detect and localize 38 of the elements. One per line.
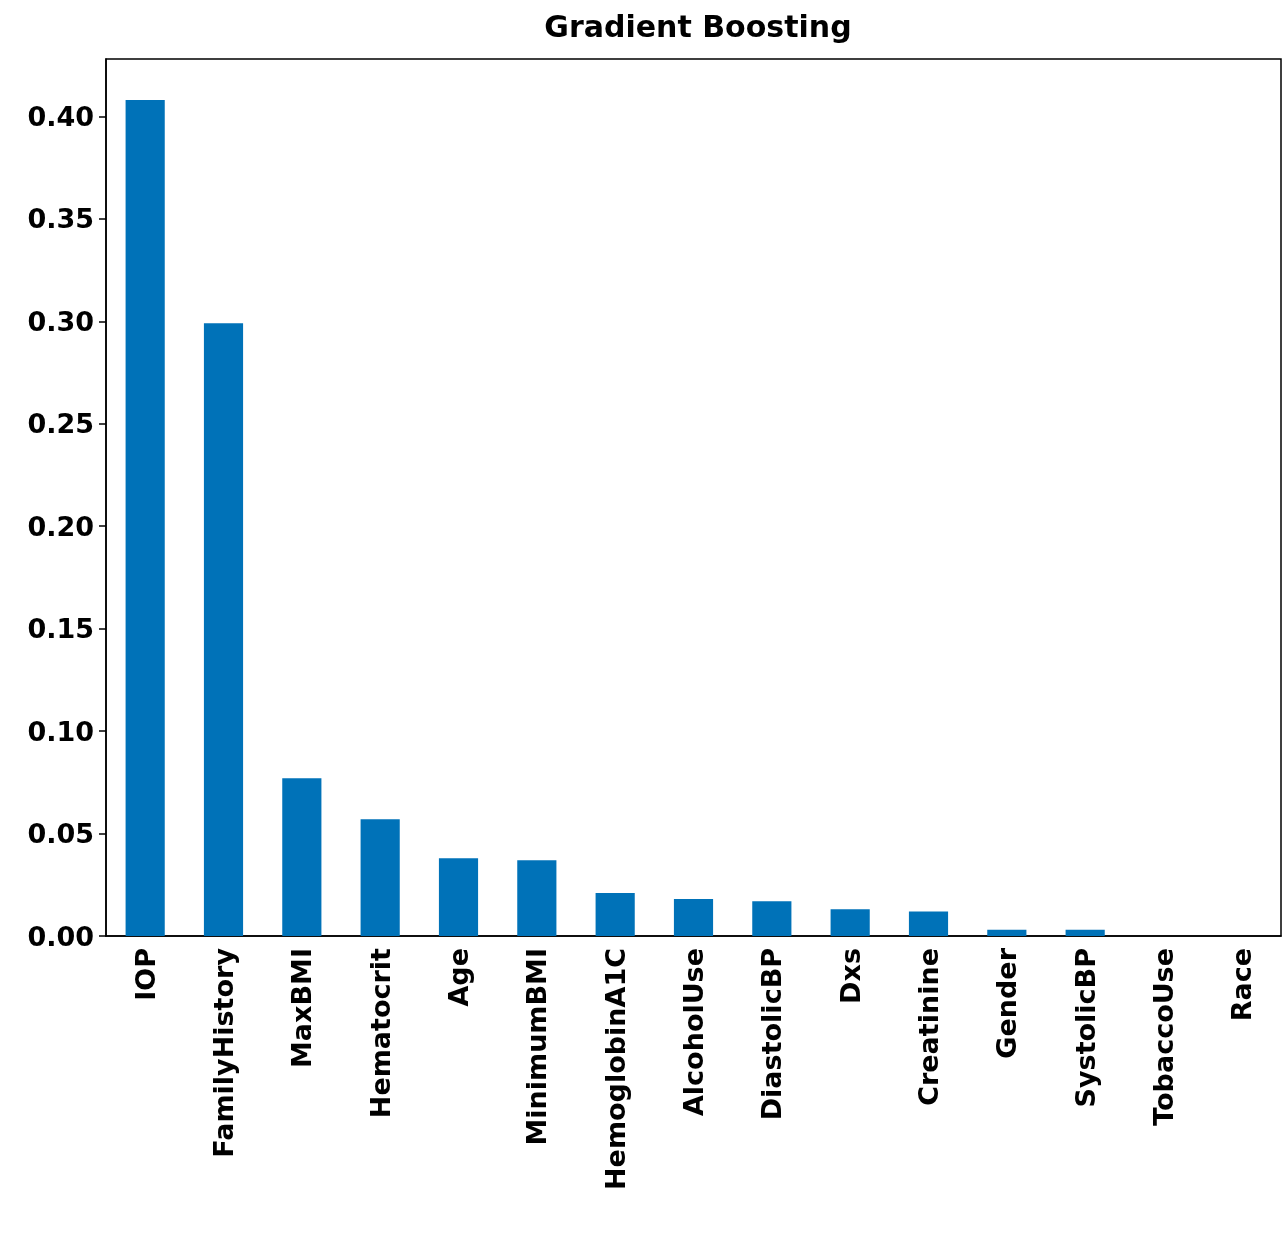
- x-tick-label: Race: [1226, 948, 1258, 1022]
- y-tick-label: 0.05: [27, 818, 94, 850]
- y-tick-label: 0.40: [27, 100, 94, 132]
- chart-title: Gradient Boosting: [544, 8, 852, 44]
- x-tick-label: SystolicBP: [1069, 948, 1101, 1108]
- bar: [830, 909, 870, 936]
- y-tick-label: 0.10: [27, 715, 94, 747]
- bar: [517, 860, 557, 936]
- x-tick-label: MaxBMI: [286, 948, 318, 1068]
- bar: [987, 929, 1027, 936]
- x-tick-label: AlcoholUse: [678, 948, 709, 1117]
- bar: [360, 819, 400, 936]
- x-tick-label: Gender: [991, 947, 1023, 1059]
- bar: [908, 911, 949, 936]
- bar: [752, 901, 792, 936]
- x-tick-label: HemoglobinA1C: [599, 948, 631, 1191]
- y-tick-label: 0.35: [27, 203, 94, 235]
- y-tick-label: 0.15: [27, 613, 94, 645]
- y-tick-label: 0.20: [27, 510, 94, 542]
- x-tick-label: FamilyHistory: [208, 947, 239, 1158]
- x-tick-label: Creatinine: [913, 948, 944, 1106]
- x-tick-label: Dxs: [834, 948, 866, 1004]
- x-tick-label: Age: [443, 948, 474, 1007]
- x-tick-label: IOP: [129, 948, 161, 1001]
- y-tick-label: 0.25: [27, 408, 94, 440]
- x-tick-label: TobaccoUse: [1148, 948, 1179, 1126]
- bar: [203, 323, 244, 936]
- bar: [595, 892, 635, 936]
- bar: [282, 778, 322, 936]
- bar: [438, 858, 479, 936]
- y-tick-label: 0.30: [27, 305, 94, 337]
- x-tick-label: MinimumBMI: [521, 948, 553, 1146]
- y-tick-label: 0.00: [27, 920, 94, 952]
- bar: [1065, 929, 1105, 936]
- x-tick-label: Hematocrit: [364, 947, 396, 1119]
- x-tick-label: DiastolicBP: [756, 948, 788, 1121]
- bar: [125, 99, 165, 936]
- bar: [673, 899, 714, 936]
